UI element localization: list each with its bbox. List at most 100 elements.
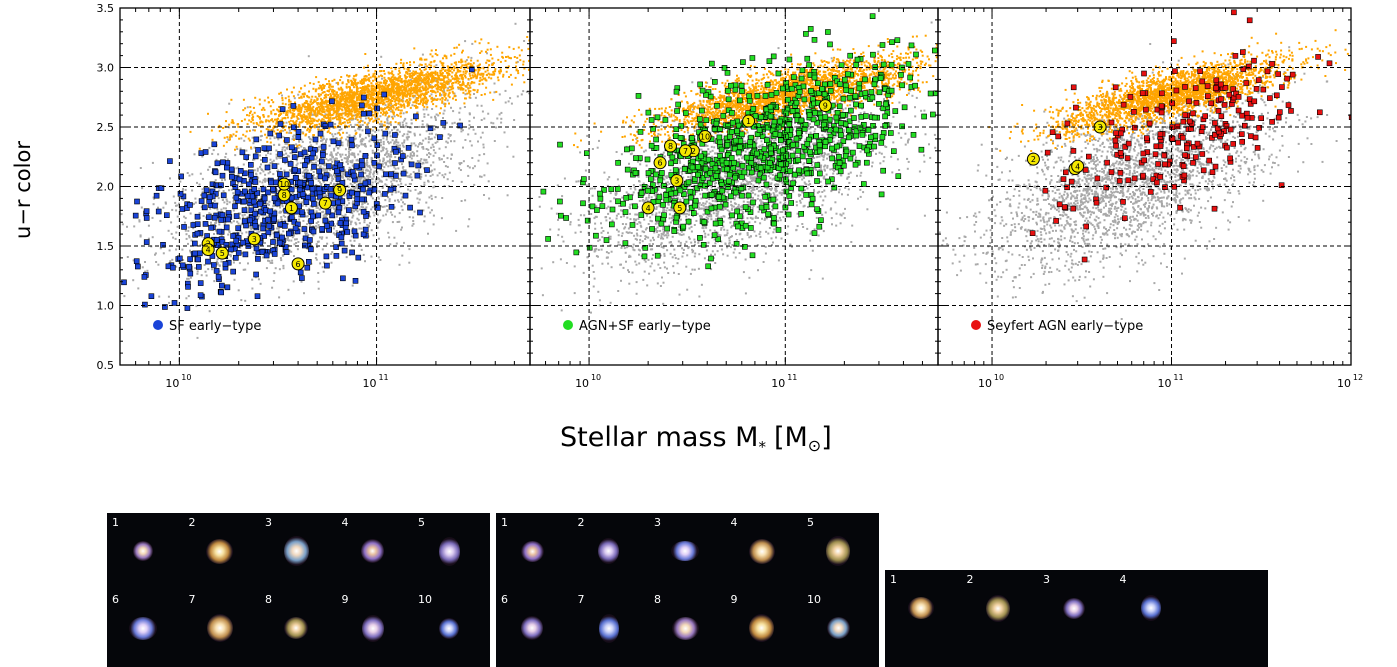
- red-sequence-point: [303, 105, 306, 108]
- red-sequence-point: [288, 100, 291, 103]
- background-point: [353, 182, 356, 184]
- red-sequence-point: [312, 119, 315, 122]
- background-point: [239, 224, 242, 227]
- red-sequence-point: [349, 88, 352, 91]
- red-sequence-point: [340, 123, 343, 126]
- background-point: [352, 165, 355, 167]
- background-point: [426, 161, 429, 164]
- red-sequence-point: [264, 120, 267, 123]
- background-point: [308, 161, 311, 164]
- red-sequence-point: [313, 99, 316, 102]
- red-sequence-point: [442, 62, 444, 65]
- red-sequence-point: [289, 103, 292, 106]
- background-point: [377, 256, 380, 259]
- red-sequence-point: [443, 81, 446, 84]
- red-sequence-point: [297, 123, 300, 126]
- red-sequence-point: [279, 119, 282, 122]
- background-point: [372, 164, 375, 167]
- background-point: [202, 215, 205, 217]
- background-point: [398, 263, 401, 266]
- background-point: [411, 154, 414, 157]
- background-point: [361, 203, 364, 205]
- red-sequence-point: [377, 121, 379, 124]
- red-sequence-point: [365, 109, 368, 112]
- background-point: [402, 166, 405, 168]
- background-point: [411, 104, 414, 107]
- red-sequence-point: [374, 77, 377, 80]
- background-point: [427, 180, 430, 183]
- red-sequence-point: [485, 50, 487, 53]
- background-point: [461, 129, 464, 132]
- red-sequence-point: [409, 76, 412, 79]
- red-sequence-point: [324, 115, 327, 117]
- red-sequence-point: [381, 84, 384, 87]
- red-sequence-point: [473, 75, 476, 78]
- red-sequence-point: [369, 105, 372, 108]
- background-point: [198, 183, 201, 186]
- background-point: [425, 201, 428, 204]
- background-point: [255, 198, 258, 201]
- red-sequence-point: [429, 53, 432, 56]
- red-sequence-point: [375, 90, 378, 93]
- background-point: [353, 239, 356, 242]
- red-sequence-point: [288, 123, 291, 126]
- background-point: [506, 194, 509, 197]
- background-point: [429, 153, 432, 156]
- background-point: [316, 207, 319, 209]
- background-point: [187, 277, 190, 280]
- background-point: [337, 147, 339, 150]
- red-sequence-point: [441, 67, 444, 70]
- red-sequence-point: [313, 113, 316, 115]
- background-point: [466, 165, 469, 168]
- red-sequence-point: [482, 67, 485, 70]
- red-sequence-point: [362, 91, 365, 94]
- background-point: [346, 139, 349, 142]
- background-point: [317, 164, 320, 167]
- background-point: [280, 216, 283, 218]
- red-sequence-point: [315, 76, 318, 79]
- background-point: [445, 140, 448, 143]
- red-sequence-point: [367, 106, 370, 109]
- background-point: [260, 134, 263, 137]
- red-sequence-point: [476, 65, 479, 68]
- background-point: [252, 129, 255, 132]
- red-sequence-point: [442, 68, 445, 71]
- background-point: [273, 237, 276, 240]
- background-point: [339, 138, 342, 141]
- background-point: [507, 100, 510, 103]
- red-sequence-point: [362, 80, 365, 83]
- red-sequence-point: [447, 80, 450, 83]
- background-point: [318, 166, 321, 169]
- red-sequence-point: [403, 85, 405, 88]
- background-point: [301, 131, 304, 134]
- red-sequence-point: [267, 128, 270, 131]
- red-sequence-point: [298, 110, 301, 113]
- red-sequence-point: [419, 68, 421, 71]
- red-sequence-point: [348, 101, 351, 104]
- background-point: [230, 221, 233, 224]
- red-sequence-point: [344, 102, 347, 105]
- red-sequence-point: [428, 63, 431, 66]
- red-sequence-point: [461, 60, 464, 63]
- background-point: [322, 270, 325, 273]
- red-sequence-point: [435, 87, 438, 90]
- background-point: [281, 148, 284, 151]
- red-sequence-point: [327, 115, 330, 118]
- red-sequence-point: [440, 89, 442, 92]
- red-sequence-point: [309, 107, 312, 110]
- red-sequence-point: [321, 113, 324, 116]
- red-sequence-point: [372, 120, 375, 123]
- background-point: [185, 233, 188, 236]
- background-point: [401, 254, 404, 257]
- background-point: [398, 177, 401, 180]
- background-point: [401, 121, 404, 124]
- background-point: [393, 127, 396, 130]
- red-sequence-point: [379, 93, 382, 96]
- red-sequence-point: [439, 98, 442, 101]
- background-point: [141, 266, 144, 269]
- red-sequence-point: [330, 85, 333, 88]
- background-point: [336, 138, 339, 141]
- background-point: [317, 280, 320, 283]
- red-sequence-point: [468, 91, 471, 94]
- background-point: [178, 202, 180, 205]
